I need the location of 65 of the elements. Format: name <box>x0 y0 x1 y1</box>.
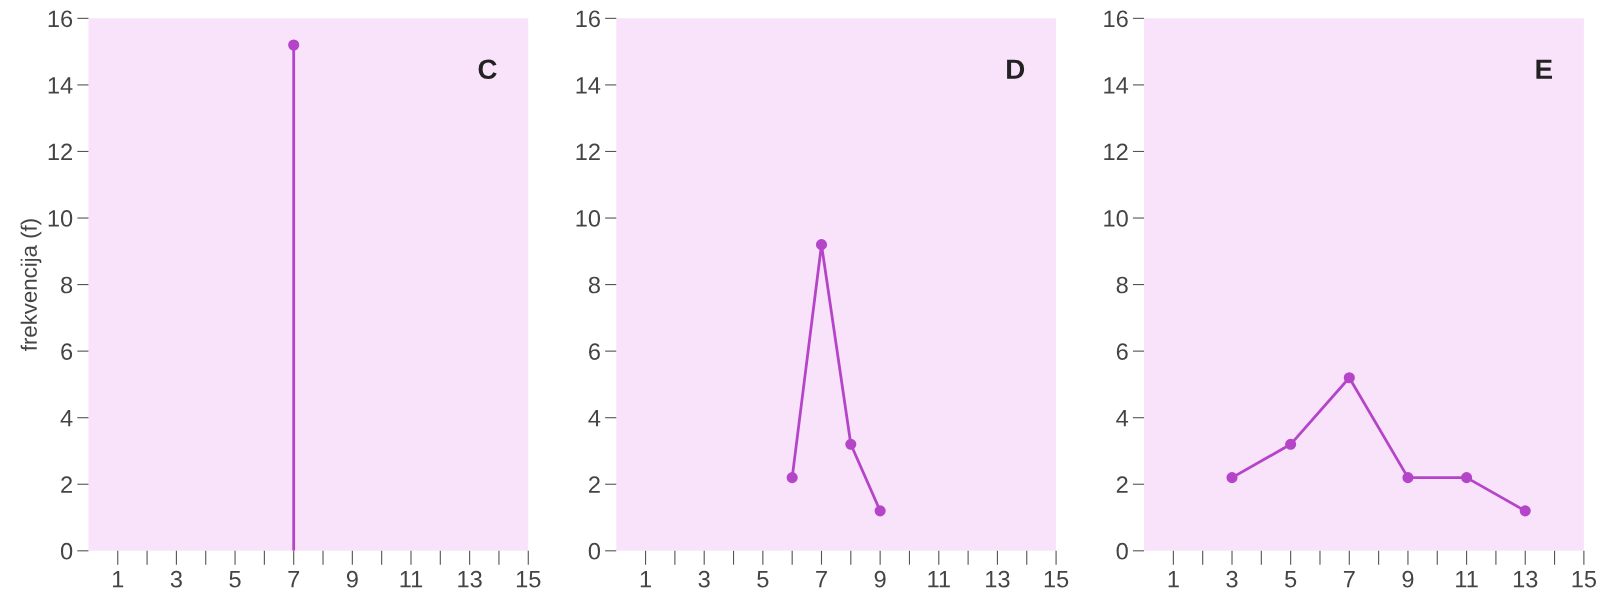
x-tick-label: 1 <box>1168 571 1179 588</box>
y-axis-title: frekvencija (f) <box>20 219 42 351</box>
y-tick-label: 10 <box>48 210 73 227</box>
x-tick-label: 1 <box>113 571 124 588</box>
x-tick-label: 1 <box>640 571 651 588</box>
y-tick-label: 6 <box>589 343 600 360</box>
point <box>815 239 828 251</box>
x-tick-label: 15 <box>516 571 541 588</box>
y-tick-label: 10 <box>576 210 601 227</box>
y-tick-label: 4 <box>60 410 73 427</box>
y-tick-label: 8 <box>588 276 600 294</box>
x-tick-label: 15 <box>1044 571 1069 588</box>
y-tick-label: 14 <box>1104 77 1129 94</box>
y-tick-label: 16 <box>576 10 600 28</box>
x-tick-label: 3 <box>698 570 710 588</box>
y-tick-label: 14 <box>48 77 73 94</box>
x-tick-label: 5 <box>1285 571 1297 588</box>
x-tick-label: 5 <box>229 571 241 588</box>
y-tick-label: 12 <box>1104 143 1128 161</box>
y-tick-label: 4 <box>1116 410 1129 427</box>
point <box>1461 472 1473 484</box>
point <box>1519 505 1531 517</box>
point <box>1285 438 1297 450</box>
y-tick-label: 14 <box>576 77 601 94</box>
x-tick-label: 11 <box>928 571 950 588</box>
y-tick-label: 0 <box>588 542 601 560</box>
y-tick-label: 2 <box>61 476 72 493</box>
y-tick-label: 6 <box>1116 343 1128 360</box>
x-tick-label: 15 <box>1572 571 1597 588</box>
point <box>845 438 857 450</box>
x-tick-label: 9 <box>346 570 358 588</box>
y-tick-label: 12 <box>48 143 72 161</box>
y-tick-label: 12 <box>576 143 600 161</box>
y-tick-label: 16 <box>1104 10 1128 28</box>
x-tick-label: 9 <box>874 570 886 588</box>
text: D <box>1007 59 1025 79</box>
text: C <box>478 59 497 80</box>
x-tick-label: 13 <box>986 570 1010 588</box>
text: E <box>1536 59 1553 79</box>
y-tick-label: 6 <box>61 343 73 360</box>
point <box>1402 472 1414 484</box>
x-tick-label: 7 <box>816 571 827 588</box>
x-tick-label: 5 <box>757 571 769 588</box>
x-tick-label: 9 <box>1402 570 1414 588</box>
point <box>1226 472 1238 484</box>
y-tick-label: 4 <box>588 410 601 427</box>
y-tick-label: 0 <box>60 542 73 560</box>
x-tick-label: 3 <box>170 570 182 588</box>
y-tick-label: 10 <box>1104 210 1128 227</box>
x-tick-label: 7 <box>1343 571 1355 588</box>
y-tick-label: 2 <box>1116 476 1128 493</box>
point <box>874 505 886 517</box>
y-tick-label: 2 <box>589 476 600 493</box>
y-tick-label: 8 <box>1116 276 1128 294</box>
x-tick-label: 11 <box>400 571 423 588</box>
y-tick-label: 16 <box>48 10 73 28</box>
x-tick-label: 11 <box>1456 571 1478 588</box>
x-tick-label: 13 <box>1513 570 1538 588</box>
x-tick-label: 3 <box>1226 570 1238 588</box>
y-tick-label: 0 <box>1116 542 1128 560</box>
point <box>786 472 798 484</box>
y-tick-label: 8 <box>61 276 73 294</box>
point <box>1343 372 1355 384</box>
x-tick-label: 13 <box>458 570 482 588</box>
x-tick-label: 7 <box>288 571 300 588</box>
